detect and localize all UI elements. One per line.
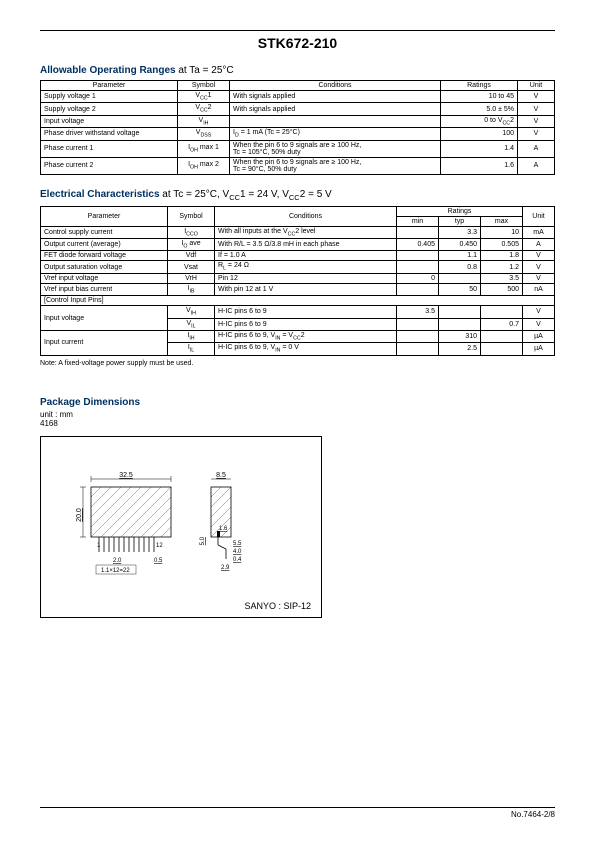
col-parameter: Parameter <box>41 206 168 226</box>
col-symbol: Symbol <box>178 81 230 91</box>
dim-lead-l1: 5.0 <box>200 536 206 545</box>
table-row: Input current IIH H-IC pins 6 to 9, VIN … <box>41 330 555 342</box>
package-unit: unit : mm <box>40 410 555 419</box>
dim-span: 1.1×12=22 <box>101 568 130 574</box>
package-label: SANYO : SIP-12 <box>244 601 311 611</box>
col-min: min <box>397 216 439 226</box>
col-ratings: Ratings <box>397 206 523 216</box>
package-drawing-box: 32.5 20.0 1 12 2.0 0.5 1.1×12=22 <box>40 436 322 618</box>
package-diagram: 32.5 20.0 1 12 2.0 0.5 1.1×12=22 <box>71 457 301 597</box>
dim-tip: 0.4 <box>233 557 242 563</box>
col-ratings: Ratings <box>441 81 518 91</box>
dim-top-w: 8.5 <box>216 472 226 479</box>
pin12-label: 12 <box>156 543 163 549</box>
electrical-title-bold: Electrical Characteristics <box>40 189 160 200</box>
dim-base: 2.9 <box>221 565 230 571</box>
electrical-title: Electrical Characteristics at Tc = 25°C,… <box>40 189 555 202</box>
section-row: [Control Input Pins] <box>41 296 555 306</box>
dim-small: 1.6 <box>219 526 228 532</box>
col-max: max <box>481 216 523 226</box>
dim-width: 32.5 <box>119 472 133 479</box>
package-code: 4168 <box>40 419 555 428</box>
dim-pitch: 2.0 <box>113 558 122 564</box>
table-row: Vref input voltage VrH Pin 12 0 3.5 V <box>41 273 555 283</box>
col-conditions: Conditions <box>215 206 397 226</box>
dim-height: 20.0 <box>76 508 83 522</box>
package-title: Package Dimensions <box>40 397 555 408</box>
table-row: Vref input bias current IIB With pin 12 … <box>41 283 555 295</box>
table-row: Input voltage VIH H-IC pins 6 to 9 3.5 V <box>41 306 555 318</box>
table-row: Phase current 2 IOH max 2 When the pin 6… <box>41 157 555 174</box>
table-row: Output current (average) IO ave With R/L… <box>41 238 555 250</box>
dim-lead-l2: 4.0 <box>233 549 242 555</box>
table-row: Input voltage VIH 0 to VCC2 V <box>41 115 555 127</box>
table-row: FET diode forward voltage Vdf If = 1.0 A… <box>41 251 555 261</box>
allowable-title-bold: Allowable Operating Ranges <box>40 65 176 76</box>
part-number-header: STK672-210 <box>40 30 555 51</box>
table-row: Supply voltage 1 VCC1 With signals appli… <box>41 91 555 103</box>
col-conditions: Conditions <box>230 81 441 91</box>
col-typ: typ <box>439 216 481 226</box>
page-footer: No.7464-2/8 <box>40 807 555 819</box>
col-symbol: Symbol <box>168 206 215 226</box>
electrical-note: Note: A fixed-voltage power supply must … <box>40 360 555 367</box>
electrical-title-rest: at Tc = 25°C, VCC1 = 24 V, VCC2 = 5 V <box>160 189 332 200</box>
allowable-table: Parameter Symbol Conditions Ratings Unit… <box>40 80 555 175</box>
col-unit: Unit <box>523 206 555 226</box>
table-row: Phase driver withstand voltage VDSS ID =… <box>41 128 555 140</box>
pin1-label: 1 <box>97 543 101 549</box>
dim-lead-offset: 0.5 <box>154 558 163 564</box>
table-row: Control supply current ICCO With all inp… <box>41 226 555 238</box>
col-unit: Unit <box>518 81 555 91</box>
electrical-table: Parameter Symbol Conditions Ratings Unit… <box>40 206 555 356</box>
table-row: Supply voltage 2 VCC2 With signals appli… <box>41 103 555 115</box>
table-row: Output saturation voltage Vsat RL = 24 Ω… <box>41 261 555 273</box>
col-parameter: Parameter <box>41 81 178 91</box>
table-row: Phase current 1 IOH max 1 When the pin 6… <box>41 140 555 157</box>
allowable-title: Allowable Operating Ranges at Ta = 25°C <box>40 65 555 76</box>
allowable-title-rest: at Ta = 25°C <box>176 65 234 76</box>
page-number: No.7464-2/8 <box>511 810 555 819</box>
dim-body-t: 5.5 <box>233 541 242 547</box>
